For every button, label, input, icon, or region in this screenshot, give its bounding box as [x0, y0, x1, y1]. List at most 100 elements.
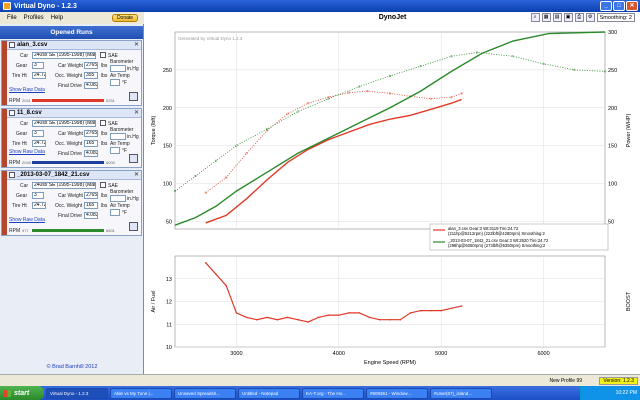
sae-checkbox[interactable] — [100, 120, 106, 126]
sae-checkbox[interactable] — [100, 182, 106, 188]
show-raw-data-link[interactable]: Show Raw Data — [9, 149, 45, 155]
edit-run-icon[interactable] — [129, 222, 138, 231]
occ-label: Occ. Weight — [55, 203, 83, 209]
edit-run-icon[interactable] — [129, 154, 138, 163]
afr-data-point — [389, 318, 391, 321]
car-select[interactable]: 240sx SE (1995-1998) (Man — [32, 52, 96, 59]
run-visible-checkbox[interactable] — [9, 42, 15, 48]
data-point — [366, 89, 369, 93]
legend-box — [429, 223, 609, 251]
baro-field[interactable] — [110, 65, 126, 72]
minimize-button[interactable]: _ — [600, 1, 612, 11]
sae-label: SAE — [108, 53, 119, 59]
car-select[interactable]: 240sx SE (1995-1998) (Man — [32, 182, 96, 189]
open-icon[interactable]: ▤ — [552, 13, 562, 22]
y-tick-label-left: 250 — [163, 68, 172, 74]
y-tick-label-right: 150 — [608, 144, 617, 150]
show-raw-data-link[interactable]: Show Raw Data — [9, 217, 45, 223]
occ-field[interactable]: 165 — [84, 202, 98, 209]
taskbar-task[interactable]: KA-T.org - The Ho... — [302, 387, 364, 399]
close-run-icon[interactable]: ✕ — [133, 172, 139, 178]
taskbar-task[interactable]: #User(67)_island... — [430, 387, 492, 399]
weight-field[interactable]: 2765 — [84, 62, 98, 69]
y-axis-label-right: Power (WHP) — [626, 114, 632, 148]
data-point — [450, 96, 453, 99]
print-icon[interactable]: ⎙ — [574, 13, 584, 22]
save-icon[interactable]: ▣ — [563, 13, 573, 22]
rpm-min-value: 977 — [22, 228, 29, 233]
zoom-icon[interactable]: ⌕ — [530, 13, 540, 22]
clock: 10:22 PM — [615, 390, 637, 396]
baro-field[interactable] — [110, 133, 126, 140]
airtemp-field[interactable] — [110, 209, 120, 216]
menu-help[interactable]: Help — [50, 15, 64, 21]
data-point — [235, 144, 238, 147]
edit-run-icon[interactable] — [129, 92, 138, 101]
run-card: _2013-03-07_1842_21.csv ✕ Car 240sx SE (… — [1, 170, 142, 236]
run-card: 11_8.csv ✕ Car 240sx SE (1995-1998) (Man… — [1, 108, 142, 168]
baro-label: Barometer — [110, 127, 134, 133]
occ-field[interactable]: 355 — [84, 72, 98, 79]
grid-icon[interactable]: ▦ — [541, 13, 551, 22]
run-visible-checkbox[interactable] — [9, 110, 15, 116]
rpm-range-slider[interactable] — [32, 99, 104, 102]
final-drive-field[interactable]: 4.083 — [84, 82, 98, 89]
chart-title: DynoJet — [378, 14, 407, 21]
data-point — [327, 96, 330, 99]
weight-field[interactable]: 2765 — [84, 130, 98, 137]
data-point — [460, 92, 463, 95]
tire-field[interactable]: 24.72 — [32, 202, 46, 209]
taskbar-task[interactable]: #509361 - Window... — [366, 387, 428, 399]
afr-data-point — [419, 309, 422, 312]
sae-label: SAE — [108, 121, 119, 127]
donate-button[interactable]: Donate — [112, 14, 138, 22]
rpm-range-slider[interactable] — [32, 229, 104, 232]
sae-checkbox[interactable] — [100, 52, 106, 58]
legend-label: _2013-03-07_1842_21.csv Gear:3 Wt:2920 T… — [447, 238, 549, 243]
final-drive-label: Final Drive — [58, 151, 82, 157]
run-visible-checkbox[interactable] — [9, 172, 15, 178]
settings-icon[interactable]: ⚙ — [585, 13, 595, 22]
data-point — [204, 191, 207, 194]
rpm-min-value: 2049 — [22, 160, 31, 165]
occ-field[interactable]: 165 — [84, 140, 98, 147]
tire-field[interactable]: 24.72 — [32, 72, 46, 79]
close-button[interactable]: ✕ — [626, 1, 638, 11]
x-tick-label: 6000 — [537, 351, 549, 357]
baro-field[interactable] — [110, 195, 126, 202]
car-label: Car — [20, 183, 29, 189]
airtemp-field[interactable] — [110, 147, 120, 154]
run-side-tab[interactable] — [2, 171, 7, 235]
car-select[interactable]: 240sx SE (1995-1998) (Man — [32, 120, 96, 127]
close-run-icon[interactable]: ✕ — [133, 42, 139, 48]
final-drive-field[interactable]: 4.083 — [84, 150, 98, 157]
tire-field[interactable]: 24.72 — [32, 140, 46, 147]
gear-select[interactable]: 3 — [32, 192, 44, 199]
menu-file[interactable]: File — [7, 15, 17, 21]
close-run-icon[interactable]: ✕ — [133, 110, 139, 116]
maximize-button[interactable]: □ — [613, 1, 625, 11]
smoothing-select[interactable]: Smoothing: 2 — [596, 13, 635, 22]
final-drive-field[interactable]: 4.083 — [84, 212, 98, 219]
gear-select[interactable]: 3 — [32, 130, 44, 137]
data-point — [419, 64, 422, 68]
gear-select[interactable]: 3 — [32, 62, 44, 69]
start-button[interactable]: start — [0, 386, 44, 400]
baro-unit: in.Hg — [127, 66, 139, 72]
taskbar-task[interactable]: Unsaved Spreadsh... — [174, 387, 236, 399]
temp-unit: °F — [122, 148, 128, 154]
rpm-range-slider[interactable] — [32, 161, 104, 164]
taskbar-task[interactable]: Able vs My Tune |... — [110, 387, 172, 399]
rpm-label: RPM — [9, 228, 21, 234]
data-point — [358, 85, 361, 88]
rpm-label: RPM — [9, 160, 21, 166]
airtemp-field[interactable] — [110, 79, 120, 86]
data-point — [296, 110, 299, 113]
weight-field[interactable]: 2765 — [84, 192, 98, 199]
show-raw-data-link[interactable]: Show Raw Data — [9, 87, 45, 93]
run-side-tab[interactable] — [2, 41, 7, 105]
menu-profiles[interactable]: Profiles — [23, 15, 44, 21]
taskbar-task[interactable]: Untitled - Notepad — [238, 387, 300, 399]
run-side-tab[interactable] — [2, 109, 7, 167]
taskbar-task[interactable]: Virtual Dyno - 1.2.3 — [46, 387, 108, 399]
